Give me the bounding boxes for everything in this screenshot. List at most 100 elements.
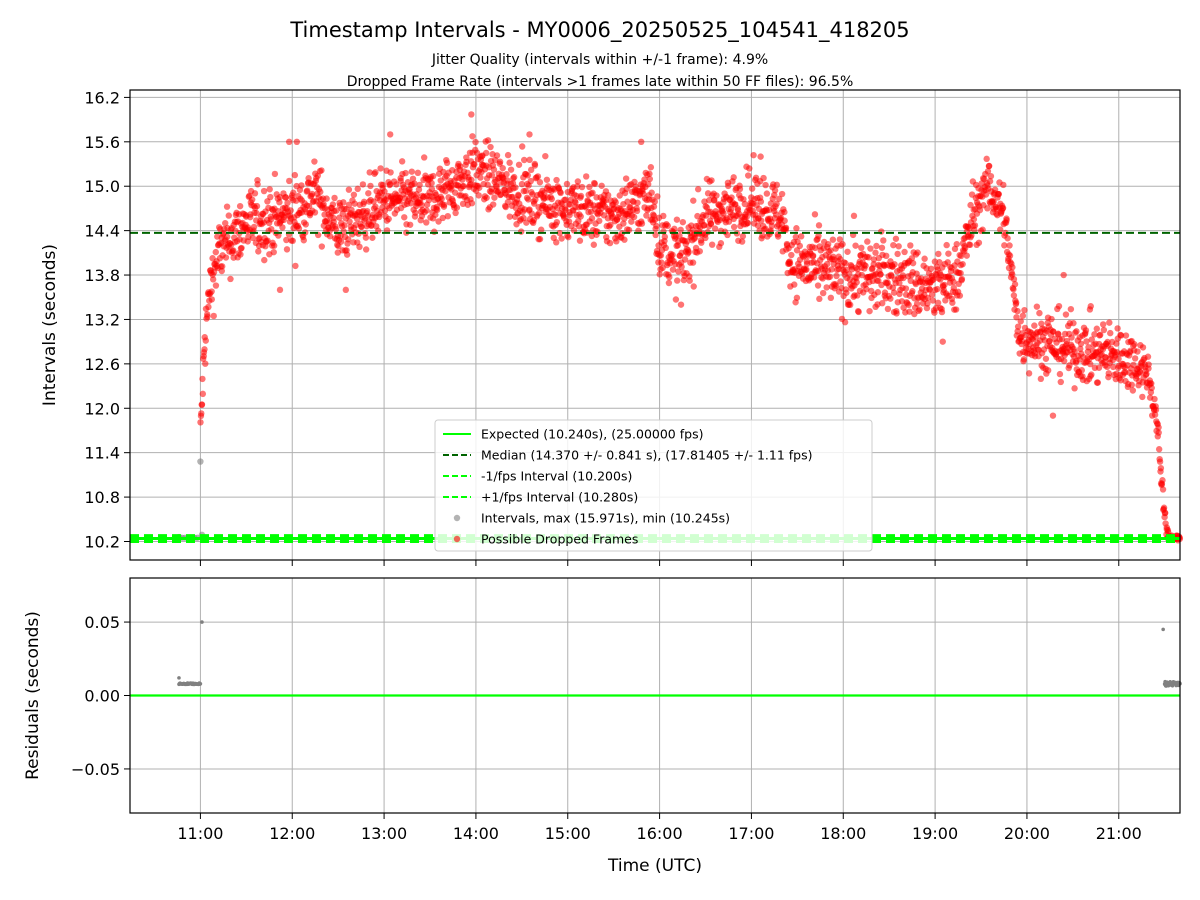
dropped-frame-point <box>276 199 283 206</box>
dropped-frame-point <box>984 168 992 175</box>
dropped-frame-point <box>1062 311 1070 318</box>
dropped-frame-point <box>468 111 475 118</box>
dropped-frame-point <box>793 294 801 301</box>
dropped-frame-point <box>671 225 678 233</box>
dropped-frame-point <box>354 185 361 193</box>
dropped-frame-point <box>748 185 756 192</box>
dropped-frame-point <box>522 187 529 195</box>
dropped-frame-point <box>434 206 441 214</box>
dropped-frame-point <box>730 223 738 231</box>
dropped-frame-point <box>260 187 268 195</box>
dropped-frame-point <box>496 158 504 165</box>
xtick-label: 19:00 <box>912 824 958 843</box>
dropped-frame-point <box>456 163 464 170</box>
dropped-frame-point <box>230 247 237 254</box>
dropped-frame-point <box>791 281 798 288</box>
dropped-frame-point <box>746 165 753 172</box>
dropped-frame-point <box>958 275 966 283</box>
dropped-frame-point <box>613 238 620 245</box>
dropped-frame-point <box>763 190 771 197</box>
dropped-frame-point <box>264 237 271 244</box>
dropped-frame-point <box>1152 406 1160 414</box>
dropped-frame-point <box>824 240 832 248</box>
dropped-frame-point <box>444 212 452 220</box>
dropped-frame-point <box>199 375 206 383</box>
dropped-frame-point <box>1106 319 1113 326</box>
dropped-frame-point <box>997 226 1004 233</box>
dropped-frame-point <box>773 181 781 189</box>
dropped-frame-point <box>669 251 676 259</box>
dropped-frame-point <box>275 232 282 239</box>
dropped-frame-point <box>329 201 337 208</box>
dropped-frame-point <box>1134 348 1141 355</box>
dropped-frame-point <box>782 224 790 231</box>
dropped-frame-point <box>865 254 872 261</box>
residuals-ticks: −0.05 0.00 0.05 11:00 12:00 13:00 14:00 15:00 16… <box>71 613 1142 843</box>
dropped-frame-point <box>653 222 660 230</box>
dropped-frame-point <box>574 178 582 185</box>
dropped-frame-point <box>698 239 705 246</box>
ytick-label: 15.6 <box>84 133 120 152</box>
dropped-frame-point <box>366 169 373 176</box>
dropped-frame-point <box>341 222 348 229</box>
dropped-frame-point <box>935 250 942 258</box>
dropped-frame-point <box>1055 302 1063 310</box>
dropped-frame-point <box>360 198 368 206</box>
dropped-frame-point <box>1136 369 1144 376</box>
dropped-frame-point <box>337 238 345 245</box>
dropped-frame-point <box>879 299 886 307</box>
dropped-frame-point <box>1155 429 1162 436</box>
dropped-frame-point <box>1091 331 1098 338</box>
dropped-frame-point <box>527 177 535 185</box>
dropped-frame-point <box>515 192 522 199</box>
dropped-frame-point <box>685 248 692 256</box>
dropped-frame-point <box>210 269 218 276</box>
dropped-frame-point <box>796 242 804 250</box>
dropped-frame-point <box>1014 307 1021 315</box>
dropped-frame-point <box>877 271 884 278</box>
dropped-frame-point <box>850 212 858 220</box>
dropped-frame-point <box>1044 367 1052 374</box>
dropped-frame-point <box>942 297 949 304</box>
dropped-frame-point <box>1055 331 1062 338</box>
dropped-frame-point <box>476 184 483 191</box>
dropped-frame-point <box>811 211 819 218</box>
dropped-frame-point <box>1048 315 1055 323</box>
dropped-frame-point <box>959 260 966 268</box>
dropped-frame-point <box>694 212 701 220</box>
dropped-frame-point <box>833 272 840 280</box>
dropped-frame-point <box>518 180 526 188</box>
dropped-frame-point <box>624 198 631 205</box>
dropped-frame-point <box>582 173 590 180</box>
dropped-frame-point <box>472 138 479 146</box>
dropped-frame-point <box>1060 357 1068 365</box>
dropped-frame-point <box>490 166 498 173</box>
dropped-frame-point <box>1063 337 1071 345</box>
dropped-frame-point <box>582 204 589 211</box>
intervals-points <box>175 111 1184 544</box>
dropped-frame-point <box>930 276 937 283</box>
xtick-label: 15:00 <box>545 824 591 843</box>
dropped-frame-point <box>669 266 677 273</box>
dropped-frame-point <box>676 232 683 239</box>
dropped-frame-point <box>367 182 374 190</box>
dropped-frame-point <box>1144 353 1152 360</box>
dropped-frame-point <box>760 174 767 182</box>
dropped-frame-point <box>803 266 810 273</box>
dropped-frame-point <box>1006 252 1014 259</box>
dropped-frame-point <box>1087 303 1094 310</box>
dropped-frame-point <box>620 220 627 227</box>
dropped-frame-point <box>499 164 506 172</box>
dropped-frame-point <box>690 283 697 290</box>
dropped-frame-point <box>887 295 894 302</box>
dropped-frame-point <box>956 292 964 299</box>
dropped-frame-point <box>1151 411 1159 418</box>
dropped-frame-point <box>664 222 671 229</box>
dropped-frame-point <box>788 251 795 259</box>
dropped-frame-point <box>1139 344 1147 351</box>
dropped-frame-point <box>1083 338 1090 345</box>
dropped-frame-point <box>880 237 887 244</box>
dropped-frame-point <box>477 174 484 181</box>
dropped-frame-point <box>238 244 245 252</box>
dropped-frame-point <box>966 241 974 249</box>
